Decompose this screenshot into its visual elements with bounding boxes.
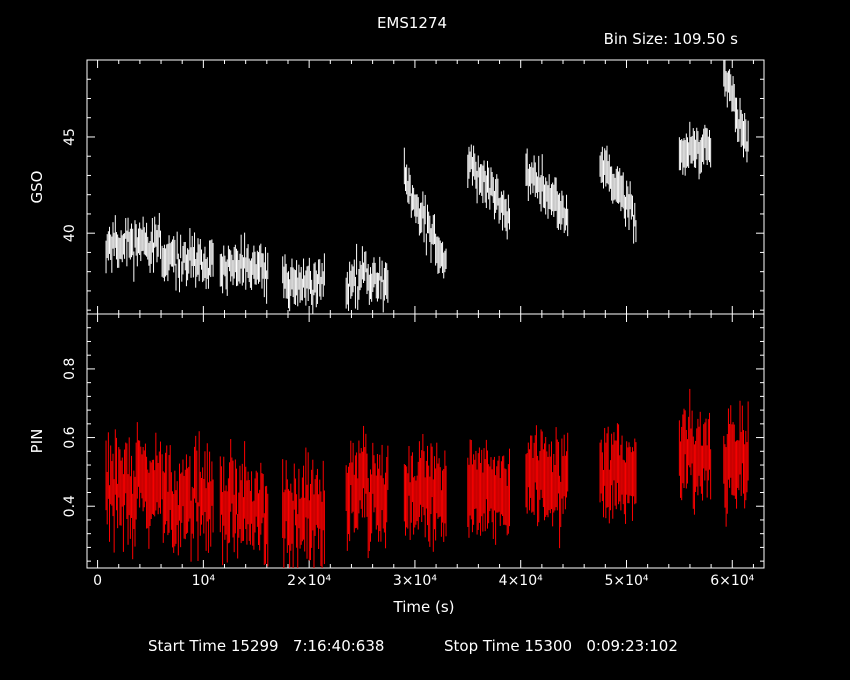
x-tick-label: 3×10⁴ xyxy=(393,573,437,589)
pin-panel: PIN 0.4 0.6 0.8 0 10⁴ 2×10⁴ 3×10⁴ 4×10⁴ 5×10⁴ 6×1… xyxy=(28,313,765,589)
gso-frame xyxy=(86,59,765,315)
pin-frame xyxy=(86,313,765,569)
x-tick-label: 5×10⁴ xyxy=(604,573,648,589)
pin-data-points xyxy=(105,388,749,568)
x-tick-label: 4×10⁴ xyxy=(499,573,543,589)
bin-size-label: Bin Size: 109.50 s xyxy=(604,30,739,48)
chart-title: EMS1274 xyxy=(377,14,447,32)
pin-ytick-label: 0.6 xyxy=(62,426,78,448)
pin-axis-label: PIN xyxy=(28,429,46,454)
gso-data-points xyxy=(105,60,749,314)
gso-panel: GSO 40 45 xyxy=(28,59,765,315)
x-tick-label: 6×10⁴ xyxy=(710,573,754,589)
gso-axis-label: GSO xyxy=(28,171,46,204)
x-tick-label: 0 xyxy=(93,573,102,589)
gso-ytick-label: 45 xyxy=(62,128,78,146)
x-tick-label: 2×10⁴ xyxy=(287,573,331,589)
pin-ytick-label: 0.8 xyxy=(62,358,78,380)
pin-ytick-label: 0.4 xyxy=(62,495,78,517)
stop-time-label: Stop Time 15300 0:09:23:102 xyxy=(444,637,678,655)
x-tick-label: 10⁴ xyxy=(192,573,216,589)
gso-ytick-label: 40 xyxy=(62,224,78,242)
x-axis-label: Time (s) xyxy=(393,598,455,616)
start-time-label: Start Time 15299 7:16:40:638 xyxy=(148,637,384,655)
